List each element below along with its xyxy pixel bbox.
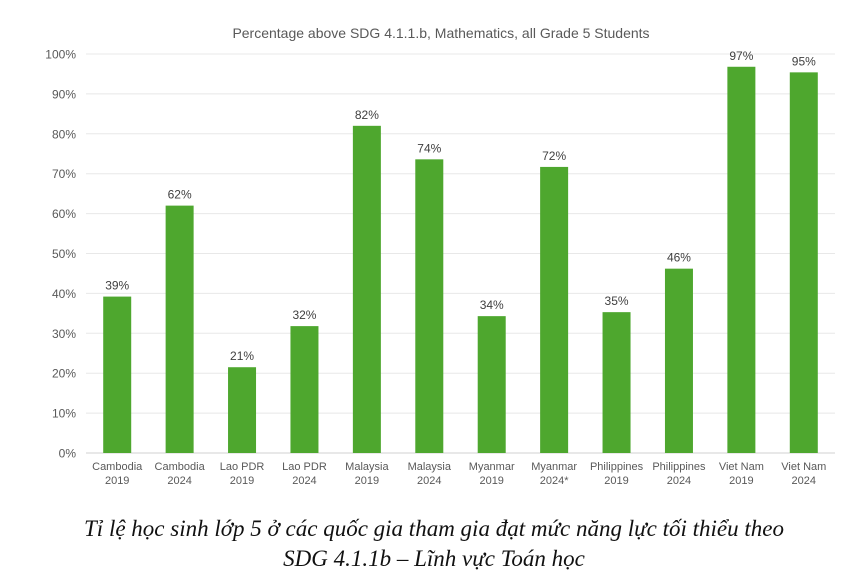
data-label: 32% [292,308,316,322]
x-tick-label-line: 2024 [792,475,816,487]
x-tick-label-line: 2024* [540,475,569,487]
x-tick-label: Cambodia 2024 [155,461,206,487]
x-tick-label-line: 2019 [729,475,753,487]
x-tick-label-line: Malaysia [345,461,389,473]
data-label: 82% [355,108,379,122]
x-tick-label-line: 2019 [105,475,129,487]
y-tick-label: 30% [52,327,76,341]
x-tick-label-line: Lao PDR [220,461,265,473]
data-label: 72% [542,149,566,163]
y-axis-ticks: 0% 10% 20% 30% 40% 50% 60% 70% 80% 90% 100% [45,48,76,461]
bar [415,159,444,453]
bar [477,316,506,453]
x-tick-label-line: 2019 [479,475,503,487]
bar [602,312,631,453]
x-tick-label: Philippines 2024 [652,461,706,487]
data-label: 46% [667,251,691,265]
x-tick-label-line: Philippines [590,461,644,473]
x-tick-label-line: Cambodia [92,461,143,473]
data-label: 21% [230,349,254,363]
data-label: 62% [168,188,192,202]
y-tick-label: 0% [59,447,77,461]
bar [727,66,756,453]
x-tick-label-line: Viet Nam [781,461,826,473]
y-tick-label: 20% [52,367,76,381]
y-tick-label: 50% [52,247,76,261]
y-tick-label: 90% [52,87,76,101]
data-label: 74% [417,141,441,155]
x-tick-label: Viet Nam 2019 [719,461,764,487]
bars [103,66,818,454]
x-tick-label-line: Philippines [652,461,706,473]
data-label: 97% [729,49,753,63]
x-tick-label: Myanmar 2019 [469,461,515,487]
y-tick-label: 100% [45,48,76,62]
x-tick-label: Cambodia 2019 [92,461,143,487]
x-tick-label-line: Malaysia [408,461,452,473]
bar [165,205,194,453]
x-tick-label: Malaysia 2024 [408,461,452,487]
gridlines [86,53,835,454]
x-tick-label-line: Viet Nam [719,461,764,473]
data-label: 34% [480,298,504,312]
x-tick-label: Myanmar 2024* [531,461,577,487]
x-tick-label-line: Myanmar [531,461,577,473]
y-tick-label: 60% [52,207,76,221]
x-tick-label: Philippines 2019 [590,461,644,487]
bar [228,367,257,453]
x-tick-label-line: 2019 [230,475,254,487]
bar-chart: Percentage above SDG 4.1.1.b, Mathematic… [45,25,835,487]
x-tick-label: Lao PDR 2019 [220,461,265,487]
bar [290,326,319,453]
y-tick-label: 70% [52,167,76,181]
data-label: 95% [792,54,816,68]
x-tick-label: Malaysia 2019 [345,461,389,487]
bar [540,166,569,454]
x-tick-label-line: 2024 [167,475,191,487]
x-tick-label: Lao PDR 2024 [282,461,327,487]
x-tick-label-line: 2019 [355,475,379,487]
y-tick-label: 10% [52,407,76,421]
data-label: 35% [605,294,629,308]
bar [352,125,381,453]
x-tick-label-line: Lao PDR [282,461,327,473]
x-tick-label-line: Myanmar [469,461,515,473]
x-tick-label-line: 2019 [604,475,628,487]
x-tick-label-line: 2024 [292,475,316,487]
x-tick-label-line: 2024 [417,475,441,487]
x-tick-label-line: 2024 [667,475,691,487]
y-tick-label: 80% [52,127,76,141]
data-labels: 39% 62% 21% 32% 82% 74% 34% 72% 35% 46% 97% 95% [105,49,816,363]
x-tick-label: Viet Nam 2024 [781,461,826,487]
bar [103,296,132,453]
bar [664,268,693,453]
caption-line-2: SDG 4.1.1b – Lĩnh vực Toán học [283,546,585,571]
caption-line-1: Tỉ lệ học sinh lớp 5 ở các quốc gia tham… [84,516,784,541]
x-tick-label-line: Cambodia [155,461,206,473]
figure-caption: Tỉ lệ học sinh lớp 5 ở các quốc gia tham… [0,514,868,574]
y-tick-label: 40% [52,287,76,301]
data-label: 39% [105,279,129,293]
chart-title: Percentage above SDG 4.1.1.b, Mathematic… [232,25,649,41]
bar [789,72,818,453]
